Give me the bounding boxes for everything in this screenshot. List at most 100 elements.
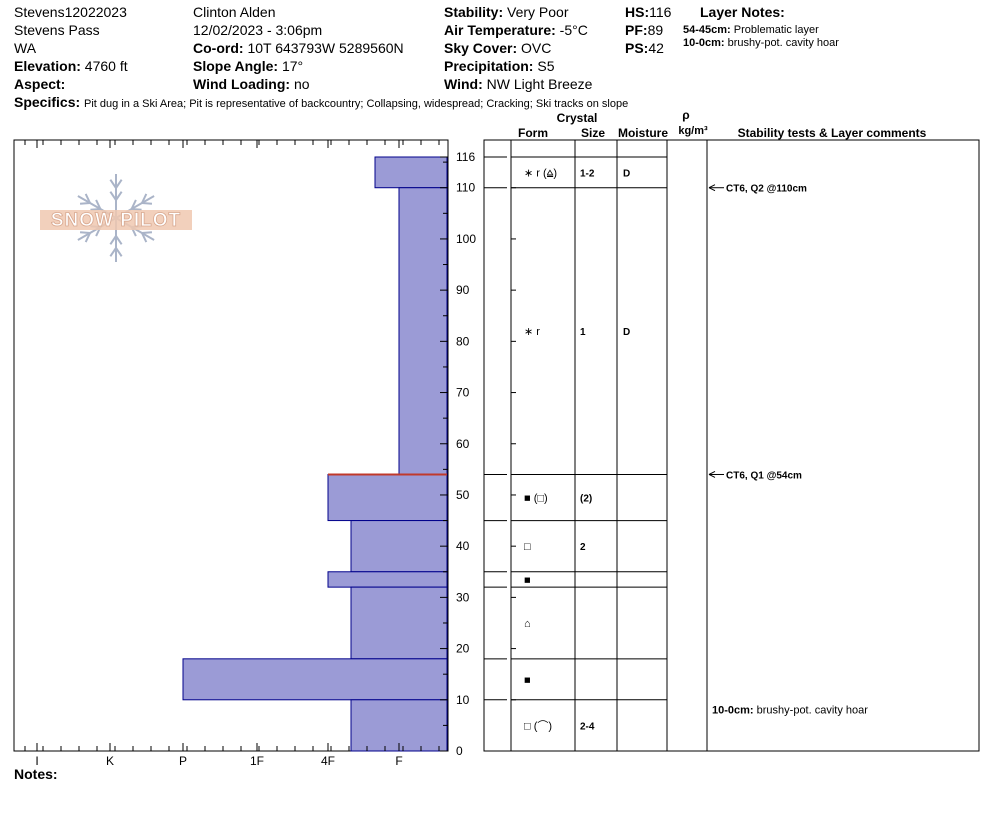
- precip-value: S5: [537, 58, 555, 74]
- layer-form: ∗ r (⩠): [524, 167, 557, 179]
- flake-branch: [115, 235, 123, 245]
- y-tick-label: 60: [456, 437, 470, 451]
- table-frame: [483, 139, 980, 752]
- hardness-bar: [350, 520, 448, 573]
- notes-label-text: Notes:: [14, 766, 58, 782]
- air-temp-value: -5°C: [559, 22, 588, 38]
- flake-branch: [141, 231, 153, 234]
- coord-value: 10T 643793W 5289560N: [247, 40, 404, 56]
- layer-lines: [484, 156, 667, 701]
- layer-note-1-text: Problematic layer: [733, 24, 819, 36]
- elevation-value: 4760 ft: [84, 58, 128, 74]
- slope-label: Slope Angle:: [193, 58, 279, 74]
- layer-note-2-range: 10-0cm:: [683, 37, 725, 49]
- y-tick-label: 40: [456, 539, 470, 553]
- x-tick-label: F: [395, 754, 402, 768]
- layer-note-2: 10-0cm: brushy-pot. cavity hoar: [683, 37, 839, 50]
- hs-label: HS:: [625, 4, 650, 20]
- pf: PF:89: [625, 21, 663, 39]
- y-tick-label: 116: [456, 150, 475, 164]
- size-header: Size: [581, 126, 605, 140]
- hardness-bar: [374, 156, 448, 189]
- height-axis: 0 10 20 30 40 50 60 70 80 90 100 110 116: [440, 150, 476, 758]
- flake-branch: [109, 191, 117, 201]
- y-tick-label: 30: [456, 590, 470, 604]
- wind-loading-label: Wind Loading:: [193, 76, 291, 92]
- sky-cover: Sky Cover: OVC: [444, 39, 551, 57]
- comments-header: Stability tests & Layer comments: [738, 126, 927, 140]
- flake-branch: [141, 193, 148, 204]
- y-tick-label: 10: [456, 693, 470, 707]
- layer-form: ∗ r: [524, 326, 540, 338]
- aspect: Aspect:: [14, 75, 65, 93]
- x-tick-label: I: [35, 754, 38, 768]
- layer-notes-title: Layer Notes:: [700, 3, 785, 21]
- hs-value: 116: [649, 4, 672, 20]
- stability-tests: CT6, Q2 @110cm CT6, Q1 @54cm: [708, 184, 807, 481]
- hardness-bar: [398, 187, 448, 475]
- crystal-header: Crystal: [557, 111, 598, 125]
- stability-label: Stability:: [444, 4, 504, 20]
- flake-branch: [131, 208, 142, 211]
- specifics-label: Specifics:: [14, 94, 81, 110]
- ps: PS:42: [625, 39, 664, 57]
- y-tick-label: 0: [456, 744, 463, 758]
- layer-comment: 10-0cm: brushy-pot. cavity hoar: [712, 705, 868, 717]
- flake-branch: [109, 235, 117, 245]
- observer: Clinton Alden: [193, 4, 276, 20]
- layer-comment-text: brushy-pot. cavity hoar: [757, 705, 869, 717]
- sky-label: Sky Cover:: [444, 40, 518, 56]
- wind-label: Wind:: [444, 76, 483, 92]
- x-tick-label: K: [106, 754, 114, 768]
- hardness-axis: I K P 1F 4F F: [24, 743, 440, 768]
- top-ticks: [24, 140, 440, 148]
- flake-branch: [115, 179, 123, 189]
- layer-moisture: D: [623, 168, 630, 179]
- sky-value: OVC: [521, 40, 552, 56]
- layer-form: ■: [524, 674, 531, 686]
- precipitation: Precipitation: S5: [444, 57, 554, 75]
- aspect-label: Aspect:: [14, 76, 66, 92]
- wind-loading: Wind Loading: no: [193, 75, 310, 93]
- layer-size: 1-2: [580, 168, 595, 179]
- y-tick-label: 70: [456, 386, 470, 400]
- wind-loading-value: no: [293, 76, 310, 92]
- y-tick-label: 50: [456, 488, 470, 502]
- air-temp-label: Air Temperature:: [444, 22, 556, 38]
- hardness-bar: [350, 586, 448, 660]
- layer-note-1: 54-45cm: Problematic layer: [683, 24, 819, 37]
- pit-name: Stevens12022023: [14, 4, 127, 20]
- flake-branch: [90, 208, 101, 211]
- wind: Wind: NW Light Breeze: [444, 75, 592, 93]
- slope-angle: Slope Angle: 17°: [193, 57, 303, 75]
- hs: HS:116: [625, 3, 671, 21]
- flake-branch: [84, 232, 91, 243]
- flake-branch: [95, 199, 102, 210]
- y-tick-label: 80: [456, 334, 470, 348]
- y-tick-label: 90: [456, 283, 470, 297]
- pf-label: PF:: [625, 22, 648, 38]
- layer-size: (2): [580, 494, 592, 505]
- flake-branch: [109, 247, 117, 257]
- logo-band: [40, 210, 192, 230]
- hardness-bar: [350, 699, 448, 752]
- moisture-header: Moisture: [618, 126, 668, 140]
- wind-value: NW Light Breeze: [486, 76, 593, 92]
- form-header: Form: [518, 126, 548, 140]
- notes-label: Notes:: [14, 765, 58, 783]
- flake-branch: [141, 232, 148, 243]
- flake-branch: [79, 231, 91, 234]
- flake-branch: [130, 199, 137, 210]
- hardness-frame: [13, 139, 449, 752]
- hardness-bar: [327, 473, 448, 522]
- coordinates: Co-ord: 10T 643793W 5289560N: [193, 39, 404, 57]
- elevation: Elevation: 4760 ft: [14, 57, 128, 75]
- x-tick-label: P: [179, 754, 187, 768]
- layer-table: Crystal Form Size Moisture ρ kg/m³ Stabi…: [483, 108, 980, 752]
- y-tick-label: 110: [456, 181, 475, 195]
- flake-branch: [141, 202, 153, 205]
- elevation-label: Elevation:: [14, 58, 81, 74]
- hardness-bar: [327, 571, 448, 588]
- pf-value: 89: [647, 22, 664, 38]
